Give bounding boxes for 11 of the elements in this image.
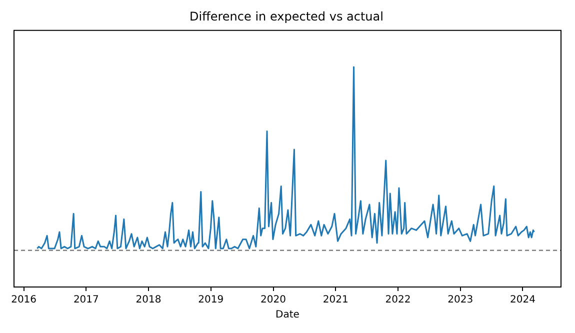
x-tick-label: 2017	[73, 294, 99, 306]
x-tick-label: 2022	[385, 294, 411, 306]
x-tick-label: 2016	[11, 294, 37, 306]
x-tick-label: 2018	[136, 294, 162, 306]
x-tick-label: 2021	[322, 294, 348, 306]
chart-title: Difference in expected vs actual	[190, 9, 384, 24]
x-tick-label: 2019	[198, 294, 224, 306]
x-tick-label: 2023	[448, 294, 474, 306]
x-axis-title: Date	[276, 310, 300, 321]
x-tick-label: 2020	[260, 294, 286, 306]
x-tick-label: 2024	[510, 294, 536, 306]
